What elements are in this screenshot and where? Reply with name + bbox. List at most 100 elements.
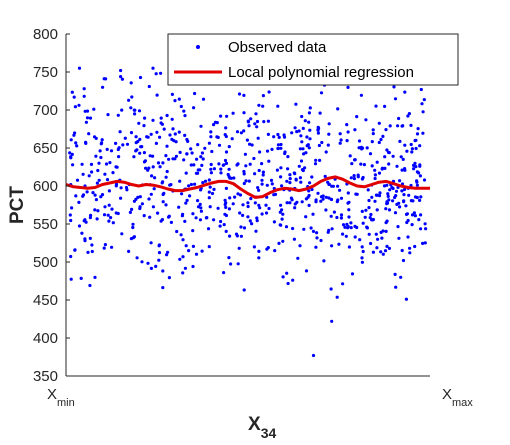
observed-point [304,151,308,155]
observed-point [311,212,315,216]
observed-point [376,237,380,241]
observed-point [132,155,136,159]
observed-point [158,135,162,139]
observed-point [245,138,249,142]
observed-point [392,85,396,89]
observed-point [114,211,118,215]
x-tick-min: Xmin [47,386,75,409]
observed-point [400,248,404,253]
observed-point [324,208,328,212]
observed-point [292,237,296,241]
observed-point [173,99,177,103]
observed-point [138,151,142,155]
observed-point [300,140,304,144]
observed-point [266,132,270,136]
observed-point [293,172,297,176]
observed-point [370,164,374,168]
observed-point [260,212,264,216]
observed-point [136,195,140,199]
observed-point [84,220,88,224]
observed-point [345,123,349,127]
observed-point [314,200,318,204]
observed-point [83,237,87,241]
observed-point [273,192,278,196]
observed-point [355,192,359,196]
observed-point [104,162,109,166]
observed-point [95,217,99,221]
observed-point [324,195,328,199]
observed-point [80,231,84,235]
observed-point [178,257,182,261]
observed-point [131,222,135,226]
legend: Observed data Local polynomial regressio… [167,33,459,86]
observed-point [216,206,220,210]
observed-point [281,275,285,279]
observed-point [82,94,86,98]
observed-point [120,108,124,112]
observed-point [364,118,368,122]
observed-point [383,155,387,159]
y-tick-label: 600 [33,178,58,195]
observed-point [127,98,131,102]
observed-point [158,165,162,169]
observed-point [279,146,283,150]
observed-point [183,133,187,137]
observed-point [313,162,318,166]
observed-point [90,243,94,247]
observed-point [212,123,216,127]
observed-point [170,117,174,121]
observed-point [403,168,407,172]
observed-point [200,249,204,253]
observed-point [178,179,182,183]
observed-point [235,130,240,134]
observed-point [279,203,283,207]
observed-point [419,87,423,92]
observed-point [290,131,294,135]
observed-point [178,150,182,154]
observed-point [366,188,370,192]
observed-point [307,189,311,193]
observed-point [239,234,243,238]
observed-point [71,163,75,167]
observed-point [96,168,100,173]
observed-point [385,148,389,152]
observed-point [236,192,240,196]
observed-point [162,127,166,131]
observed-point [73,131,77,135]
observed-point [100,193,105,197]
observed-point [336,184,340,188]
observed-point [371,128,375,132]
observed-point [189,147,193,151]
observed-point [406,114,410,118]
observed-point [252,245,256,249]
observed-point [114,182,119,186]
observed-point [134,149,138,153]
observed-point [154,264,158,268]
observed-point [327,182,331,186]
observed-point [92,107,96,111]
observed-point [415,132,420,136]
observed-point [246,201,250,205]
observed-point [69,138,73,142]
observed-point [177,205,181,209]
observed-point [219,167,223,171]
observed-point [406,218,410,223]
observed-point [419,195,423,199]
observed-point [341,232,345,236]
observed-point [324,150,328,154]
observed-point [171,127,175,131]
observed-point [386,192,390,196]
observed-point [138,195,142,199]
observed-point [308,181,312,185]
observed-point [314,245,318,249]
observed-point [155,93,159,97]
observed-point [400,189,404,193]
observed-point [116,147,120,152]
observed-point [293,206,297,210]
observed-point [138,75,143,80]
observed-point [199,155,203,159]
observed-point [412,211,416,215]
observed-point [235,234,239,238]
observed-point [180,214,184,218]
